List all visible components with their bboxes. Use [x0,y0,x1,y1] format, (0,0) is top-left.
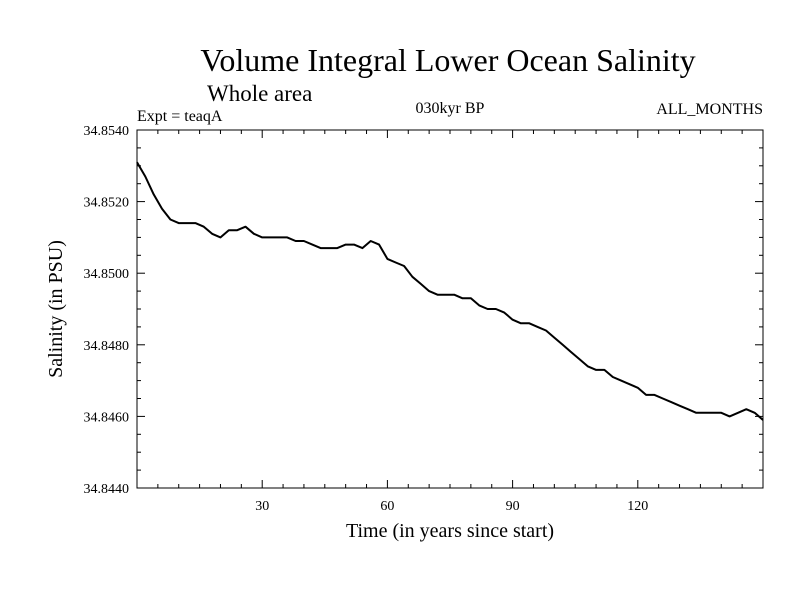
plot-frame [136,129,764,489]
x-tick-label: 90 [506,499,520,514]
y-tick-label: 34.8540 [84,124,130,139]
y-tick-label: 34.8480 [84,339,130,354]
axis-ticks [137,129,763,489]
x-tick-label: 30 [255,499,269,514]
x-axis-label: Time (in years since start) [346,520,554,542]
x-tick-label: 120 [627,499,648,514]
experiment-label: Expt = teaqA [137,108,223,125]
axis-tick-labels: 34.8440 34.8460 34.8480 34.8500 34.8520 34.85… [84,124,649,514]
months-label: ALL_MONTHS [656,101,763,118]
period-label: 030kyr BP [416,100,485,117]
series-layer [136,161,764,421]
y-tick-label: 34.8460 [84,410,130,425]
y-axis-label: Salinity (in PSU) [45,240,67,378]
y-tick-label: 34.8440 [84,482,130,497]
y-tick-label: 34.8520 [84,196,130,211]
y-tick-label: 34.8500 [84,267,130,282]
chart-subtitle: Whole area [207,81,312,106]
x-tick-label: 60 [380,499,394,514]
chart-title: Volume Integral Lower Ocean Salinity [200,42,695,78]
series-line-salinity [136,161,764,421]
